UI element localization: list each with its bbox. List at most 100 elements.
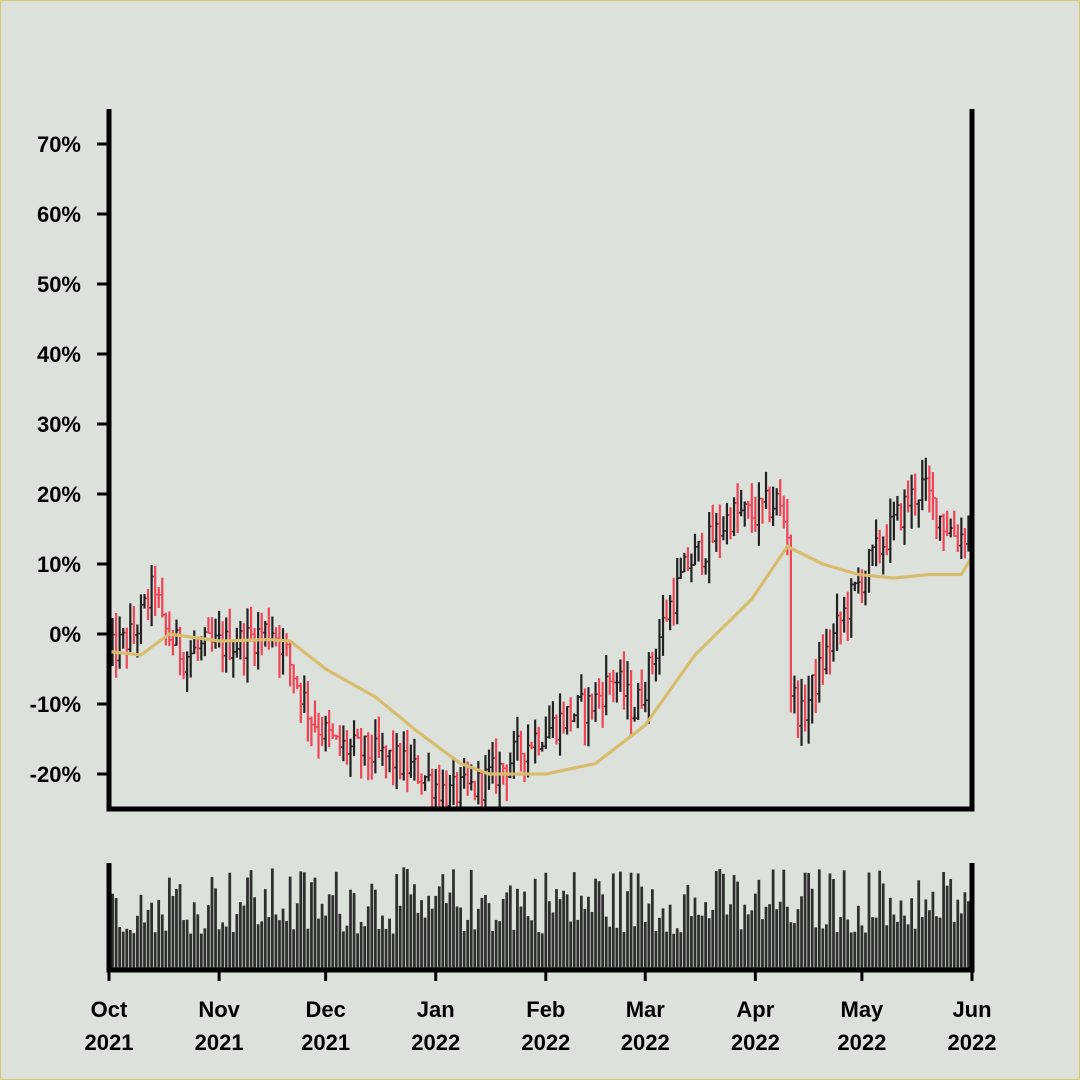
y-tick-label: 50%: [37, 272, 81, 297]
volume-bar: [459, 907, 462, 970]
volume-bar: [654, 931, 658, 970]
volume-bar: [118, 927, 122, 970]
volume-bar: [576, 919, 580, 970]
ohlc-bar: [462, 757, 467, 789]
volume-bar: [757, 879, 761, 970]
ohlc-bar: [913, 473, 918, 516]
ohlc-bar: [906, 480, 911, 513]
x-tick-label: Jan 2022: [411, 997, 460, 1055]
volume-bar: [722, 873, 725, 970]
volume-bar: [462, 930, 466, 970]
volume-bar: [775, 909, 779, 970]
ohlc-bar: [781, 495, 786, 529]
volume-bar: [910, 898, 914, 970]
ohlc-bar: [320, 716, 325, 747]
volume-bar: [942, 872, 945, 970]
volume-bar: [498, 921, 502, 970]
volume-bar: [668, 904, 672, 970]
ohlc-bar: [153, 565, 158, 617]
volume-bar: [906, 924, 910, 970]
ohlc-bar: [653, 648, 658, 682]
ohlc-bar: [511, 730, 516, 779]
ohlc-bar: [607, 672, 612, 695]
volume-bar: [139, 894, 143, 970]
volume-bars: [107, 867, 974, 970]
volume-bar: [782, 869, 786, 970]
volume-bar: [643, 921, 647, 970]
ohlc-bar: [550, 701, 555, 738]
y-tick-label: -10%: [30, 692, 81, 717]
ohlc-bar: [842, 596, 847, 633]
ohlc-bar: [366, 732, 371, 781]
ohlc-bar: [881, 536, 886, 575]
volume-bar: [128, 930, 132, 970]
volume-bar: [210, 876, 214, 970]
ohlc-bar: [934, 497, 939, 540]
volume-bar: [423, 917, 427, 970]
volume-bar: [679, 932, 683, 970]
axes: [106, 109, 975, 973]
ohlc-bar: [579, 674, 584, 702]
volume-bar: [366, 906, 370, 970]
ohlc-bar: [650, 651, 655, 675]
ohlc-bar: [888, 498, 893, 563]
ohlc-bar: [756, 482, 761, 546]
ohlc-bar: [916, 499, 921, 528]
volume-bar: [867, 872, 871, 970]
volume-bar: [288, 876, 292, 970]
volume-bar: [153, 932, 157, 970]
ohlc-bar: [121, 628, 126, 649]
ohlc-bar: [490, 742, 495, 784]
ohlc-bar: [355, 728, 360, 739]
volume-bar: [178, 884, 182, 970]
ohlc-bar: [419, 773, 424, 795]
ohlc-bar: [799, 678, 804, 746]
ohlc-bar: [877, 529, 882, 564]
x-tick-label: Dec 2021: [301, 997, 350, 1055]
volume-bar: [633, 926, 636, 970]
ohlc-bar: [582, 688, 587, 746]
ohlc-bar: [572, 713, 577, 723]
volume-bar: [494, 919, 498, 970]
volume-bar: [160, 914, 164, 970]
y-tick-label: 20%: [37, 482, 81, 507]
volume-bar: [292, 929, 296, 970]
ohlc-bar: [479, 770, 484, 809]
volume-bar: [391, 933, 395, 970]
ohlc-bar: [316, 712, 321, 759]
ohlc-bar: [188, 640, 193, 678]
ohlc-bar: [945, 510, 950, 537]
volume-bar: [583, 908, 587, 970]
volume-bar: [430, 908, 434, 970]
y-axis-ticks: 70% 60% 50% 40% 30% 20% 10% 0% -10% -20%: [30, 132, 109, 787]
ohlc-bar: [423, 775, 428, 791]
volume-bar: [636, 873, 640, 970]
ohlc-bar: [668, 594, 673, 631]
volume-bar: [594, 878, 597, 970]
ohlc-bar: [362, 735, 367, 766]
ohlc-bar: [948, 518, 953, 538]
volume-bar: [331, 895, 335, 970]
volume-bar: [409, 894, 413, 970]
y-tick-label: 0%: [49, 622, 81, 647]
ohlc-bar: [209, 617, 214, 652]
ohlc-bar: [845, 591, 850, 642]
volume-bar: [267, 917, 271, 970]
volume-bar: [729, 904, 732, 970]
volume-bar: [466, 919, 470, 970]
ohlc-bar: [206, 617, 211, 634]
y-tick-label: 30%: [37, 412, 81, 437]
ohlc-bar: [671, 577, 676, 626]
ohlc-bar: [263, 620, 268, 647]
ohlc-bar: [597, 678, 602, 709]
ohlc-bar: [281, 628, 286, 675]
ohlc-bar: [717, 504, 722, 559]
ohlc-bar: [685, 547, 690, 571]
volume-bar: [182, 920, 185, 970]
volume-bar: [221, 922, 225, 970]
y-tick-label: 10%: [37, 552, 81, 577]
ohlc-bar: [689, 553, 694, 583]
ohlc-bar: [810, 674, 815, 724]
ohlc-bar: [540, 741, 545, 752]
volume-bar: [530, 920, 534, 970]
